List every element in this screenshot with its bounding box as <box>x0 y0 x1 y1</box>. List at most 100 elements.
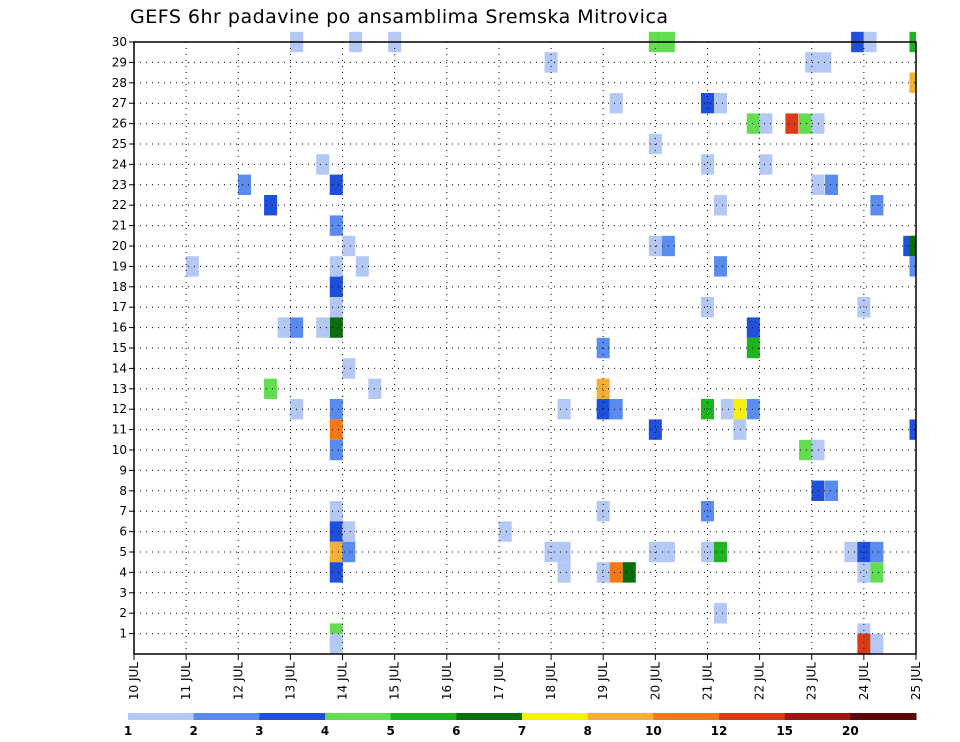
heatmap-cell <box>596 562 610 583</box>
y-tick-label: 14 <box>112 361 127 375</box>
heatmap-cell <box>805 52 819 73</box>
heatmap-cell <box>733 399 747 420</box>
heatmap-cell <box>909 235 916 257</box>
heatmap-cell <box>733 419 747 440</box>
heatmap-cell <box>909 72 916 93</box>
heatmap-cell <box>316 317 330 338</box>
heatmap-cell <box>329 419 343 440</box>
heatmap-cell <box>329 541 343 563</box>
cells-layer <box>185 31 916 654</box>
heatmap-cell <box>759 154 773 175</box>
colorbar-swatch <box>653 713 720 720</box>
x-tick-label: 14 JUL <box>336 662 350 700</box>
heatmap-cell <box>498 521 512 542</box>
colorbar-swatch <box>259 713 326 720</box>
heatmap-cell <box>720 399 734 420</box>
heatmap-cell <box>700 93 714 114</box>
heatmap-cell <box>700 297 714 318</box>
heatmap-cell <box>544 52 558 73</box>
heatmap-cell <box>648 419 662 440</box>
heatmap-cell <box>844 541 858 563</box>
heatmap-cell <box>746 399 760 420</box>
y-tick-label: 20 <box>112 239 127 253</box>
heatmap-cell <box>316 154 330 175</box>
colorbar-label: 8 <box>583 724 591 738</box>
heatmap-cell <box>329 633 343 654</box>
x-tick-label: 20 JUL <box>648 662 662 700</box>
colorbar-swatch <box>719 713 786 720</box>
y-tick-label: 27 <box>112 96 127 110</box>
y-tick-label: 23 <box>112 178 127 192</box>
heatmap-cell <box>238 174 252 195</box>
y-tick-label: 18 <box>112 280 127 294</box>
heatmap-cell <box>759 113 773 134</box>
y-tick-label: 7 <box>119 504 127 518</box>
x-tick-label: 16 JUL <box>440 662 454 700</box>
heatmap-cell <box>700 154 714 175</box>
y-tick-label: 15 <box>112 341 127 355</box>
y-tick-label: 1 <box>119 627 127 641</box>
heatmap-cell <box>609 399 623 420</box>
heatmap-cell <box>329 501 343 522</box>
y-tick-label: 30 <box>112 35 127 49</box>
colorbar-label: 12 <box>711 724 728 738</box>
x-tick-label: 10 JUL <box>127 662 141 700</box>
heatmap-cell <box>825 174 839 195</box>
y-tick-label: 17 <box>112 300 127 314</box>
y-tick-label: 22 <box>112 198 127 212</box>
y-tick-label: 6 <box>119 525 127 539</box>
heatmap-cell <box>857 562 871 583</box>
heatmap-cell <box>329 317 343 338</box>
heatmap-cell <box>870 633 884 654</box>
y-tick-label: 9 <box>119 463 127 477</box>
heatmap-cell <box>700 501 714 522</box>
heatmap-cell <box>329 399 343 420</box>
heatmap-cell <box>596 399 610 420</box>
y-tick-label: 25 <box>112 137 127 151</box>
y-tick-label: 5 <box>119 545 127 559</box>
heatmap-cell <box>557 541 571 563</box>
heatmap-cell <box>557 562 571 583</box>
heatmap-cell <box>342 235 356 257</box>
y-tick-label: 13 <box>112 382 127 396</box>
heatmap-cell <box>870 541 884 563</box>
x-tick-label: 18 JUL <box>544 662 558 700</box>
y-tick-label: 16 <box>112 321 127 335</box>
heatmap-cell <box>329 521 343 542</box>
colorbar-swatch <box>193 713 260 720</box>
x-tick-label: 17 JUL <box>492 662 506 700</box>
y-tick-label: 12 <box>112 402 127 416</box>
colorbar-swatch <box>784 713 851 720</box>
y-tick-label: 11 <box>112 423 127 437</box>
colorbar-label: 20 <box>842 724 859 738</box>
grid-layer <box>133 41 917 654</box>
heatmap-cell <box>811 480 825 501</box>
x-tick-label: 21 JUL <box>700 662 714 700</box>
heatmap-cell <box>713 195 728 216</box>
heatmap-cell <box>700 399 714 420</box>
y-axis: 1234567891011121314151617181920212223242… <box>112 35 134 641</box>
heatmap-cell <box>785 113 799 134</box>
colorbar-swatch <box>456 713 523 720</box>
x-tick-label: 25 JUL <box>909 662 923 700</box>
x-tick-label: 13 JUL <box>283 662 297 700</box>
y-tick-label: 28 <box>112 76 127 90</box>
x-tick-label: 23 JUL <box>805 662 819 700</box>
y-tick-label: 29 <box>112 55 127 69</box>
heatmap-cell <box>811 113 825 134</box>
heatmap-cell <box>185 256 199 277</box>
colorbar-swatch <box>850 713 917 720</box>
heatmap-cell <box>342 521 356 542</box>
heatmap-cell <box>798 113 812 134</box>
colorbar-label: 4 <box>321 724 329 738</box>
heatmap-cell <box>342 541 356 563</box>
heatmap-cell <box>713 256 728 277</box>
heatmap-cell <box>622 562 636 583</box>
y-tick-label: 8 <box>119 484 127 498</box>
colorbar-label: 15 <box>776 724 793 738</box>
y-tick-label: 10 <box>112 443 127 457</box>
heatmap-cell <box>264 378 278 399</box>
heatmap-cell <box>870 195 884 216</box>
colorbar-swatch <box>587 713 654 720</box>
colorbar-swatch <box>390 713 457 720</box>
